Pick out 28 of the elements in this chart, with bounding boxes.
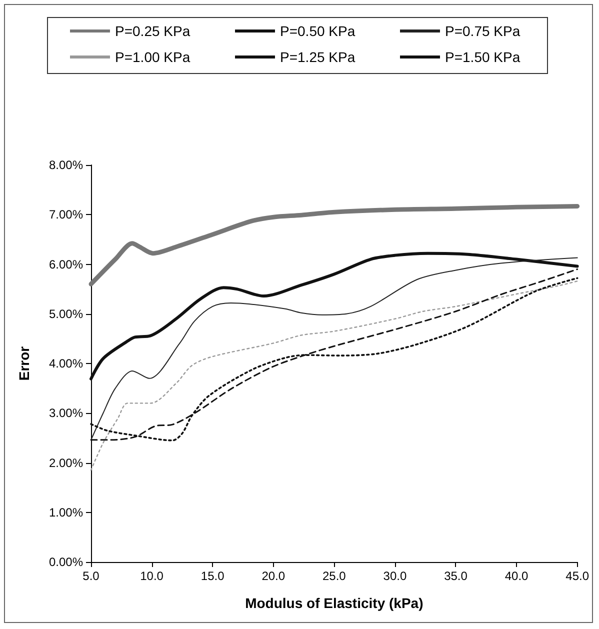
legend-label: P=0.25 KPa bbox=[115, 23, 190, 39]
x-tick-label: 25.0 bbox=[322, 569, 346, 583]
y-tick-label: 0.00% bbox=[48, 555, 84, 569]
x-tick-label: 10.0 bbox=[140, 569, 164, 583]
x-tick-label: 40.0 bbox=[504, 569, 529, 583]
x-tick-label: 20.0 bbox=[262, 569, 286, 583]
y-tick-label: 6.00% bbox=[48, 257, 84, 272]
x-tick-label: 30.0 bbox=[383, 569, 407, 583]
y-tick-label: 3.00% bbox=[48, 406, 84, 420]
y-tick-label: 7.00% bbox=[48, 208, 84, 222]
x-tick-label: 15.0 bbox=[200, 569, 225, 583]
y-tick-label: 5.00% bbox=[48, 306, 84, 321]
x-axis-title: Modulus of Elasticity (kPa) bbox=[245, 595, 424, 611]
y-tick-label: 2.00% bbox=[48, 456, 84, 470]
y-axis-title: Error bbox=[16, 346, 32, 381]
legend-label: P=0.75 KPa bbox=[445, 23, 520, 39]
y-tick-label: 4.00% bbox=[48, 356, 84, 370]
legend-label: P=1.25 KPa bbox=[280, 49, 356, 65]
legend-label: P=0.50 KPa bbox=[280, 23, 356, 39]
x-tick-label: 35.0 bbox=[444, 569, 468, 583]
x-tick-label: 45.0 bbox=[566, 569, 590, 583]
y-tick-label: 1.00% bbox=[48, 505, 84, 520]
legend-label: P=1.50 KPa bbox=[445, 49, 520, 65]
legend-label: P=1.00 KPa bbox=[115, 49, 190, 65]
line-series bbox=[90, 280, 578, 471]
line-series bbox=[88, 204, 580, 286]
y-tick-label: 8.00% bbox=[48, 158, 84, 172]
x-tick-label: 5.0 bbox=[82, 569, 100, 583]
